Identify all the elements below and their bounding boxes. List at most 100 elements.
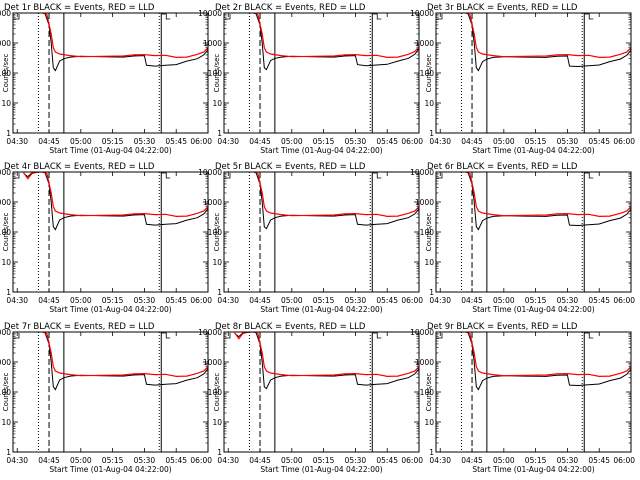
y-tick-label: 1000 bbox=[203, 39, 222, 48]
y-tick-label: 1000 bbox=[0, 39, 11, 48]
y-tick-label: 100 bbox=[208, 388, 223, 397]
x-tick-label: 05:00 bbox=[70, 137, 92, 146]
state-marker bbox=[14, 173, 20, 179]
chart-panel-6: Det 6r BLACK = Events, RED = LLD 1 10 100 10… bbox=[410, 162, 635, 314]
x-tick-label: 04:45 bbox=[38, 137, 60, 146]
series-group bbox=[461, 172, 631, 231]
chart-title: Det 3r BLACK = Events, RED = LLD bbox=[427, 3, 578, 13]
y-axis-label: Counts/sec bbox=[213, 213, 221, 252]
marker-lines bbox=[37, 13, 162, 133]
lld-series-line bbox=[23, 172, 208, 218]
events-series-line bbox=[38, 13, 208, 72]
marker-lines bbox=[248, 332, 373, 452]
y-tick-label: 100 bbox=[0, 228, 11, 237]
x-axis-label: Start Time (01-Aug-04 04:22:00) bbox=[260, 465, 382, 474]
y-axis-label: Counts/sec bbox=[213, 54, 221, 93]
state-marker bbox=[584, 13, 594, 20]
y-tick-label: 10000 bbox=[198, 328, 222, 337]
x-tick-label: 04:45 bbox=[461, 456, 483, 465]
events-series-line bbox=[461, 172, 631, 231]
x-tick-label: 04:30 bbox=[429, 137, 451, 146]
state-marker bbox=[584, 172, 594, 179]
y-tick-label: 1 bbox=[429, 129, 434, 138]
x-tick-label: 04:30 bbox=[217, 456, 239, 465]
y-tick-label: 100 bbox=[0, 69, 11, 78]
y-axis-label: Counts/sec bbox=[2, 213, 10, 252]
x-tick-label: 06:00 bbox=[190, 456, 212, 465]
state-marker bbox=[372, 13, 382, 20]
chart-title: Det 4r BLACK = Events, RED = LLD bbox=[4, 162, 155, 172]
x-axis-label: Start Time (01-Aug-04 04:22:00) bbox=[49, 465, 171, 474]
y-tick-label: 10 bbox=[1, 418, 11, 427]
events-series-line bbox=[38, 332, 208, 391]
x-tick-label: 05:00 bbox=[493, 296, 515, 305]
x-tick-label: 04:45 bbox=[249, 137, 271, 146]
state-marker bbox=[161, 172, 171, 179]
chart-panel-4: Det 4r BLACK = Events, RED = LLD 1 10 100 10… bbox=[0, 162, 212, 314]
y-tick-label: 10 bbox=[212, 418, 222, 427]
marker-lines bbox=[460, 332, 585, 452]
x-tick-label: 05:30 bbox=[134, 456, 156, 465]
state-marker bbox=[161, 332, 171, 339]
x-tick-label: 05:45 bbox=[376, 296, 398, 305]
y-tick-label: 100 bbox=[0, 388, 11, 397]
lld-series-line bbox=[465, 172, 631, 218]
chart-panel-2: Det 2r BLACK = Events, RED = LLD 1 10 100 10… bbox=[198, 3, 423, 155]
y-tick-label: 1000 bbox=[415, 198, 434, 207]
x-tick-label: 05:00 bbox=[281, 296, 303, 305]
plot-frame bbox=[223, 12, 420, 134]
y-tick-label: 1 bbox=[217, 288, 222, 297]
x-tick-label: 05:15 bbox=[525, 296, 547, 305]
x-tick-label: 05:30 bbox=[134, 296, 156, 305]
chart-panel-1: Det 1r BLACK = Events, RED = LLD 1 10 100 10… bbox=[0, 3, 212, 155]
x-axis-label: Start Time (01-Aug-04 04:22:00) bbox=[472, 305, 594, 314]
y-tick-label: 10000 bbox=[0, 168, 11, 177]
x-tick-label: 05:00 bbox=[281, 137, 303, 146]
y-tick-label: 100 bbox=[420, 69, 435, 78]
events-series-line bbox=[249, 172, 419, 230]
x-tick-label: 05:00 bbox=[70, 296, 92, 305]
series-group bbox=[461, 332, 631, 391]
marker-lines bbox=[248, 13, 373, 133]
x-tick-label: 04:45 bbox=[249, 456, 271, 465]
y-tick-label: 1000 bbox=[203, 198, 222, 207]
x-tick-label: 05:45 bbox=[588, 296, 610, 305]
y-tick-label: 10000 bbox=[198, 168, 222, 177]
x-axis-label: Start Time (01-Aug-04 04:22:00) bbox=[260, 146, 382, 155]
plot-frame bbox=[435, 331, 632, 453]
events-series-line bbox=[249, 13, 419, 71]
chart-panel-9: Det 9r BLACK = Events, RED = LLD 1 10 100 10… bbox=[410, 322, 635, 474]
x-tick-label: 06:00 bbox=[613, 456, 635, 465]
x-tick-label: 06:00 bbox=[401, 456, 423, 465]
x-tick-label: 04:45 bbox=[38, 456, 60, 465]
x-tick-label: 05:00 bbox=[70, 456, 92, 465]
chart-panel-5: Det 5r BLACK = Events, RED = LLD 1 10 100 10… bbox=[198, 162, 423, 314]
x-tick-label: 05:30 bbox=[345, 456, 367, 465]
marker-lines bbox=[248, 172, 373, 292]
y-tick-label: 1 bbox=[6, 288, 11, 297]
y-tick-label: 1000 bbox=[415, 39, 434, 48]
x-tick-label: 05:45 bbox=[165, 456, 187, 465]
lld-series-line bbox=[42, 332, 208, 378]
x-tick-label: 04:30 bbox=[429, 456, 451, 465]
y-axis-label: Counts/sec bbox=[2, 54, 10, 93]
chart-panel-3: Det 3r BLACK = Events, RED = LLD 1 10 100 10… bbox=[410, 3, 635, 155]
chart-title: Det 1r BLACK = Events, RED = LLD bbox=[4, 3, 155, 13]
y-tick-label: 100 bbox=[420, 228, 435, 237]
x-tick-label: 04:45 bbox=[249, 296, 271, 305]
x-tick-label: 04:45 bbox=[38, 296, 60, 305]
x-axis-label: Start Time (01-Aug-04 04:22:00) bbox=[472, 465, 594, 474]
x-tick-label: 05:30 bbox=[557, 137, 579, 146]
y-tick-label: 1 bbox=[6, 129, 11, 138]
state-marker bbox=[161, 13, 171, 20]
state-marker bbox=[14, 14, 20, 20]
x-tick-label: 04:45 bbox=[461, 137, 483, 146]
plot-frame bbox=[223, 171, 420, 293]
x-tick-label: 06:00 bbox=[401, 296, 423, 305]
state-marker bbox=[225, 333, 231, 339]
x-tick-label: 05:30 bbox=[345, 137, 367, 146]
state-marker bbox=[437, 173, 443, 179]
x-tick-label: 04:30 bbox=[6, 296, 28, 305]
y-tick-label: 10 bbox=[1, 258, 11, 267]
